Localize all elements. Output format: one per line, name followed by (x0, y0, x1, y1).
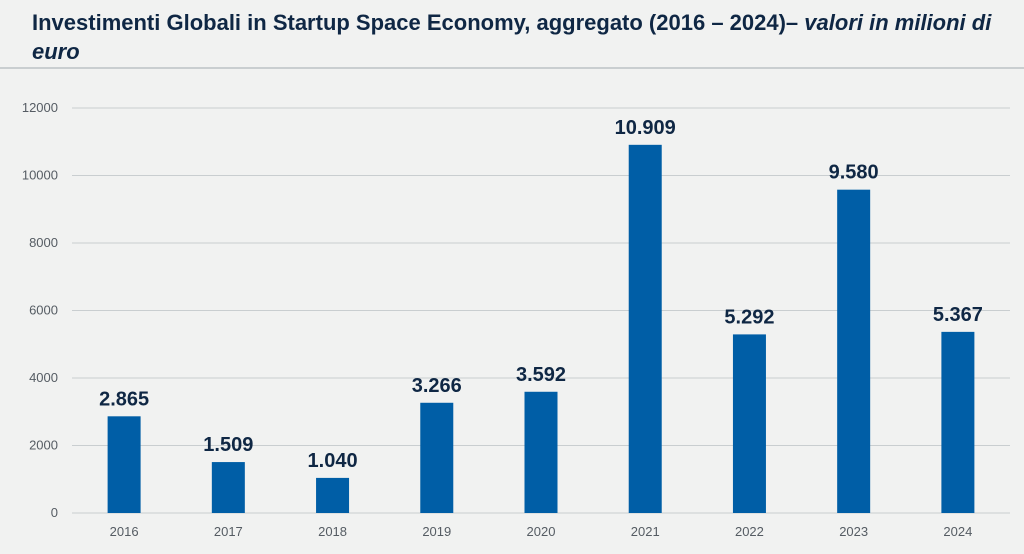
bar (732, 334, 766, 513)
bar-data-label: 3.266 (412, 375, 462, 397)
chart-title: Investimenti Globali in Startup Space Ec… (32, 8, 992, 66)
x-tick-label: 2020 (527, 524, 556, 539)
y-tick-label: 4000 (29, 370, 58, 385)
x-tick-label: 2024 (943, 524, 972, 539)
chart-title-main: Investimenti Globali in Startup Space Ec… (32, 10, 799, 35)
x-tick-label: 2016 (110, 524, 139, 539)
x-tick-label: 2022 (735, 524, 764, 539)
bar-data-label: 1.509 (203, 434, 253, 456)
bar (211, 462, 245, 513)
bar-data-label: 5.292 (724, 306, 774, 328)
bar-data-label: 5.367 (933, 304, 983, 326)
bar (524, 391, 558, 513)
y-tick-label: 2000 (29, 438, 58, 453)
y-tick-label: 0 (51, 505, 58, 520)
bar-data-label: 9.580 (829, 162, 879, 184)
bar (941, 331, 975, 513)
chart-subtitle: valori in milioni di euro (32, 10, 992, 64)
bar (420, 402, 454, 513)
bar-data-label: 10.909 (615, 117, 676, 139)
bar-data-label: 3.592 (516, 364, 566, 386)
bar (316, 477, 350, 513)
y-tick-label: 6000 (29, 303, 58, 318)
x-tick-label: 2023 (839, 524, 868, 539)
bar (107, 416, 141, 513)
x-tick-label: 2021 (631, 524, 660, 539)
y-tick-label: 8000 (29, 235, 58, 250)
y-tick-label: 10000 (22, 168, 58, 183)
bar-data-label: 1.040 (308, 450, 358, 472)
title-divider (0, 67, 1024, 69)
x-tick-label: 2018 (318, 524, 347, 539)
bar (837, 189, 871, 514)
y-tick-label: 12000 (22, 100, 58, 115)
bar (628, 144, 662, 514)
x-tick-label: 2017 (214, 524, 243, 539)
bar-data-label: 2.865 (99, 388, 149, 410)
x-tick-label: 2019 (422, 524, 451, 539)
